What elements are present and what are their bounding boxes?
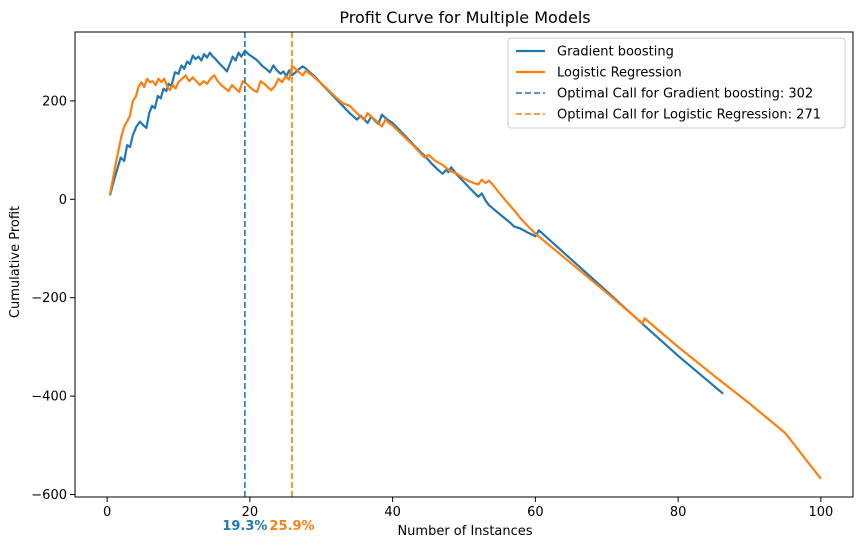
plot-area <box>108 32 822 497</box>
chart-title: Profit Curve for Multiple Models <box>339 8 590 27</box>
x-axis-label: Number of Instances <box>397 524 532 539</box>
y-tick-label: −600 <box>31 488 67 503</box>
y-tick-label: −400 <box>31 390 67 405</box>
x-tick-label: 80 <box>670 505 687 520</box>
x-tick-label: 40 <box>384 505 401 520</box>
series-line-logistic-regression <box>108 64 822 480</box>
optimal-call-label: 19.3% <box>222 519 267 534</box>
y-axis-label: Cumulative Profit <box>8 206 23 318</box>
optimal-marker-labels: 19.3% 25.9% <box>222 519 314 534</box>
series-line-gradient-boosting <box>108 49 724 395</box>
legend-label: Optimal Call for Logistic Regression: 27… <box>557 108 821 123</box>
legend: Gradient boosting Logistic Regression Opti… <box>507 37 846 129</box>
x-tick-label: 20 <box>242 505 259 520</box>
legend-label: Logistic Regression <box>557 66 682 81</box>
y-tick-label: 200 <box>42 94 67 109</box>
x-tick-label: 100 <box>808 505 833 520</box>
legend-label: Gradient boosting <box>557 45 674 60</box>
y-tick-label: −200 <box>31 291 67 306</box>
legend-label: Optimal Call for Gradient boosting: 302 <box>557 87 813 102</box>
legend-box <box>507 37 846 129</box>
plot-frame <box>74 31 854 498</box>
x-tick-label: 60 <box>527 505 544 520</box>
optimal-call-label: 25.9% <box>269 519 314 534</box>
x-axis: 0 20 40 60 80 100 <box>103 497 833 520</box>
y-axis: −600 −400 −200 0 200 <box>31 94 75 503</box>
x-tick-label: 0 <box>103 505 111 520</box>
y-tick-label: 0 <box>59 193 67 208</box>
